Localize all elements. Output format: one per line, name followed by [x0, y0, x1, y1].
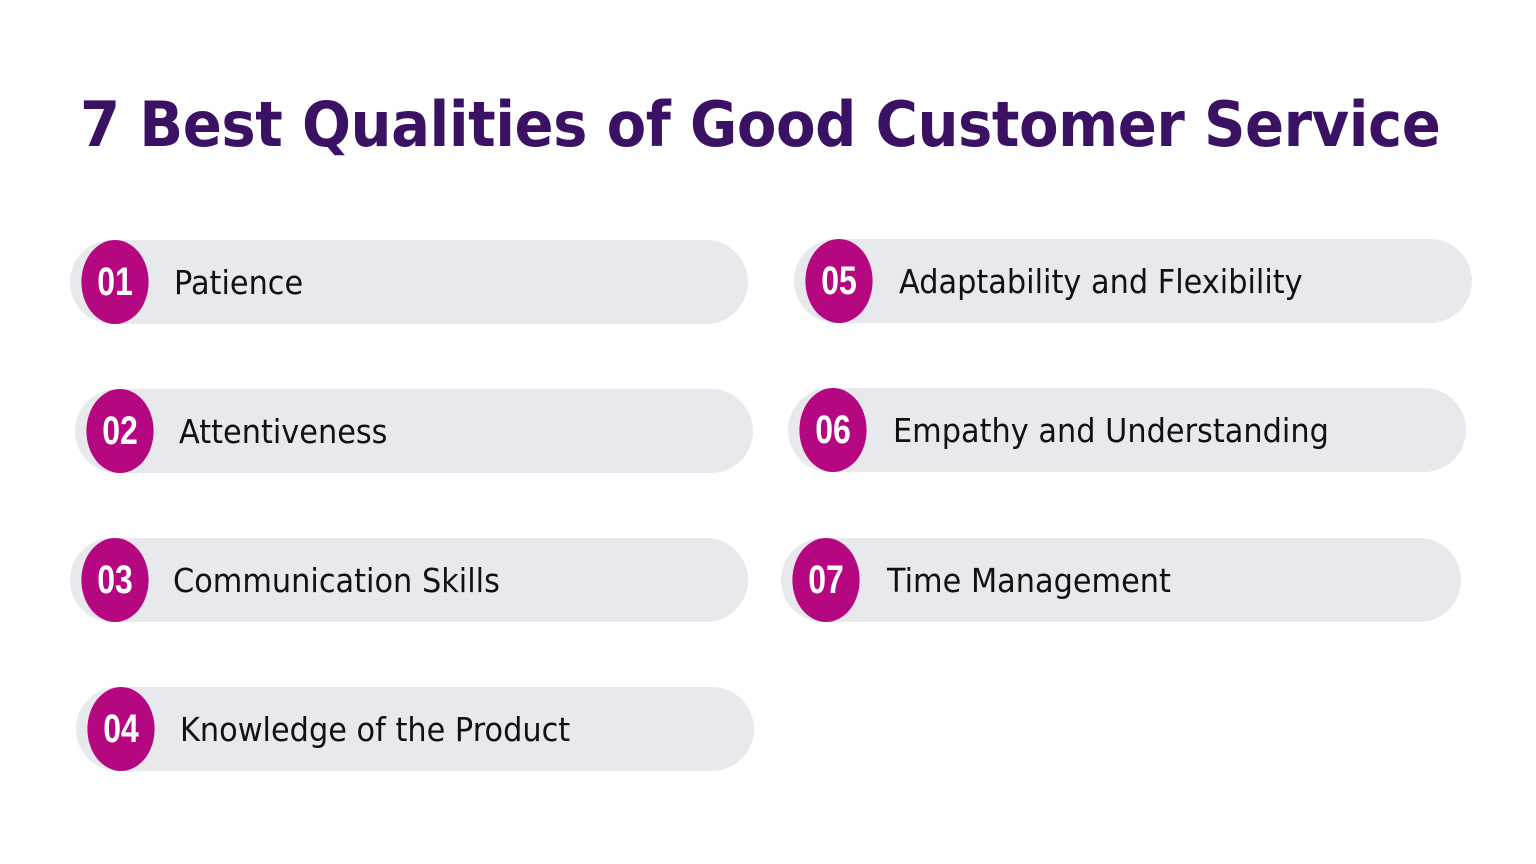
- number-badge: 06: [799, 388, 867, 472]
- quality-item-5: 05 Adaptability and Flexibility: [794, 239, 1472, 323]
- quality-item-1: 01 Patience: [70, 240, 748, 324]
- number-badge: 07: [792, 538, 860, 622]
- quality-label: Knowledge of the Product: [180, 709, 571, 749]
- page-title: 7 Best Qualities of Good Customer Servic…: [80, 88, 1441, 161]
- number-badge: 01: [81, 240, 149, 324]
- quality-label: Communication Skills: [173, 560, 500, 600]
- quality-item-7: 07 Time Management: [781, 538, 1461, 622]
- quality-label: Patience: [174, 262, 304, 302]
- quality-label: Empathy and Understanding: [893, 410, 1329, 450]
- quality-item-4: 04 Knowledge of the Product: [76, 687, 754, 771]
- quality-item-2: 02 Attentiveness: [75, 389, 753, 473]
- number-badge: 02: [86, 389, 154, 473]
- number-badge: 05: [805, 239, 873, 323]
- quality-label: Adaptability and Flexibility: [899, 261, 1303, 301]
- number-badge: 03: [81, 538, 149, 622]
- quality-label: Time Management: [887, 560, 1171, 600]
- number-badge: 04: [87, 687, 155, 771]
- quality-label: Attentiveness: [179, 411, 388, 451]
- quality-item-3: 03 Communication Skills: [70, 538, 748, 622]
- quality-item-6: 06 Empathy and Understanding: [788, 388, 1466, 472]
